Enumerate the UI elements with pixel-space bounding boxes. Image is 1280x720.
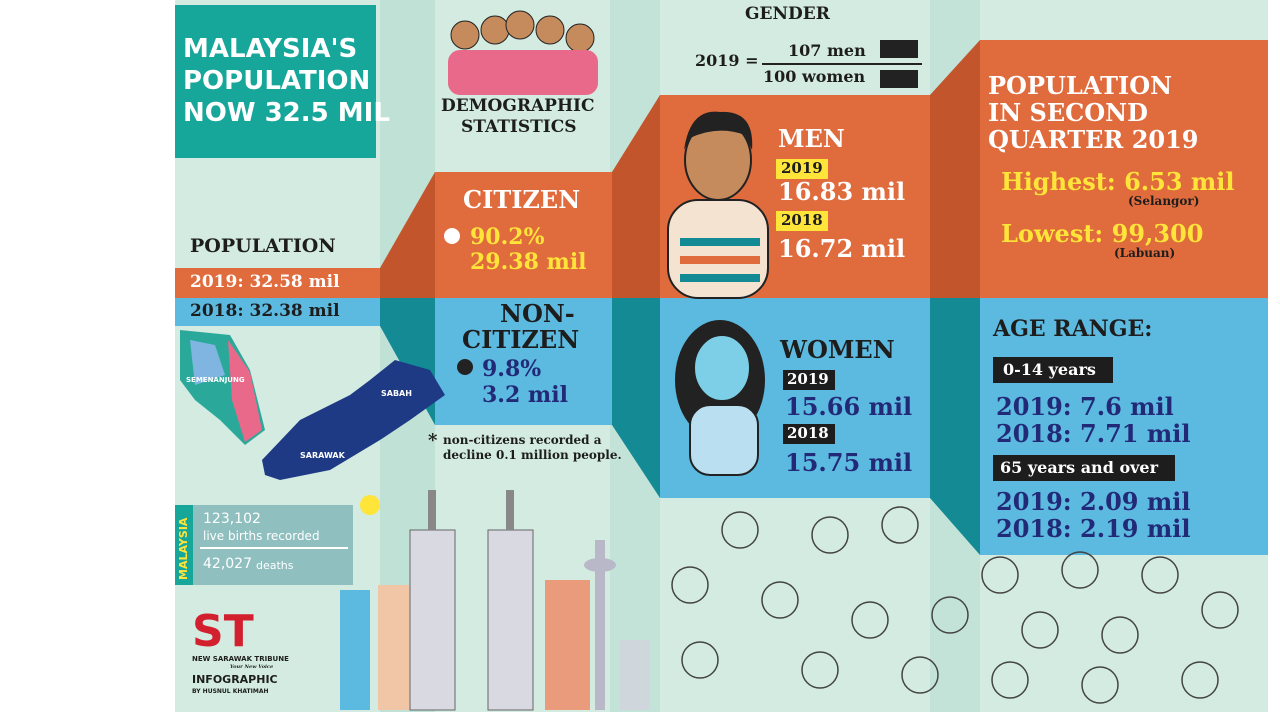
women-year: 2019	[787, 370, 829, 388]
quarter-highest-state: (Selangor)	[1128, 194, 1200, 208]
noncitizen-percent: 9.8%	[482, 356, 542, 382]
women-year: 2018	[787, 424, 829, 442]
age-group: 65 years and over	[1000, 458, 1159, 477]
quarter-highest: Highest: 6.53 mil	[1001, 167, 1235, 196]
citizen-heading: CITIZEN	[463, 185, 581, 214]
births-country: MALAYSIA	[177, 517, 190, 580]
title-line: NOW 32.5 MIL	[183, 98, 390, 128]
quarter-lowest-state: (Labuan)	[1114, 246, 1176, 260]
age-value: 2019: 7.6 mil	[996, 392, 1174, 421]
deaths-count: 42,027	[203, 556, 252, 572]
title-line: POPULATION	[183, 66, 371, 96]
demographic-heading: STATISTICS	[461, 117, 577, 137]
quarter-heading: POPULATION	[988, 71, 1173, 100]
noncitizen-count: 3.2 mil	[482, 382, 568, 408]
quarter-heading: IN SECOND	[988, 98, 1148, 127]
note-asterisk: *	[428, 430, 438, 451]
quarter-lowest: Lowest: 99,300	[1001, 219, 1204, 248]
births-label: live births recorded	[203, 529, 320, 543]
logo-name: NEW SARAWAK TRIBUNE	[192, 655, 289, 663]
gender-men: 107 men	[788, 41, 866, 60]
logo-infographic: INFOGRAPHIC	[192, 673, 278, 686]
deaths-label: deaths	[256, 559, 294, 572]
women-heading: WOMEN	[780, 335, 895, 364]
men-year: 2019	[781, 159, 823, 177]
men-year: 2018	[781, 211, 823, 229]
men-value: 16.83 mil	[778, 177, 906, 206]
age-group: 0-14 years	[1003, 360, 1096, 379]
map-label: SABAH	[381, 389, 412, 398]
note-line: decline 0.1 million people.	[443, 448, 622, 462]
age-value: 2018: 7.71 mil	[996, 419, 1191, 448]
women-value: 15.66 mil	[785, 392, 913, 421]
logo: ST	[192, 606, 254, 657]
population-2019: 2019: 32.58 mil	[190, 272, 340, 292]
age-value: 2018: 2.19 mil	[996, 514, 1191, 543]
gender-heading: GENDER	[745, 4, 830, 24]
citizen-count: 29.38 mil	[470, 249, 587, 275]
map-label: SEMENANJUNG	[186, 376, 245, 384]
noncitizen-heading: CITIZEN	[462, 325, 580, 354]
gender-women: 100 women	[763, 67, 866, 86]
demographic-heading: DEMOGRAPHIC	[441, 96, 595, 116]
noncitizen-heading: NON-	[500, 299, 575, 328]
quarter-heading: QUARTER 2019	[988, 125, 1199, 154]
births-count: 123,102	[203, 511, 261, 527]
population-2018: 2018: 32.38 mil	[190, 301, 340, 321]
men-value: 16.72 mil	[778, 234, 906, 263]
map-label: SARAWAK	[300, 451, 345, 460]
title-line: MALAYSIA'S	[183, 34, 358, 64]
gender-year: 2019 =	[695, 51, 759, 70]
age-heading: AGE RANGE:	[993, 316, 1153, 342]
women-value: 15.75 mil	[785, 448, 913, 477]
logo-slogan: Your New Voice	[230, 664, 274, 670]
men-heading: MEN	[778, 124, 845, 153]
logo-author: BY HUSNUL KHATIMAH	[192, 688, 269, 695]
population-heading: POPULATION	[190, 235, 336, 257]
citizen-percent: 90.2%	[470, 224, 545, 250]
note-line: non-citizens recorded a	[443, 433, 602, 447]
age-value: 2019: 2.09 mil	[996, 487, 1191, 516]
